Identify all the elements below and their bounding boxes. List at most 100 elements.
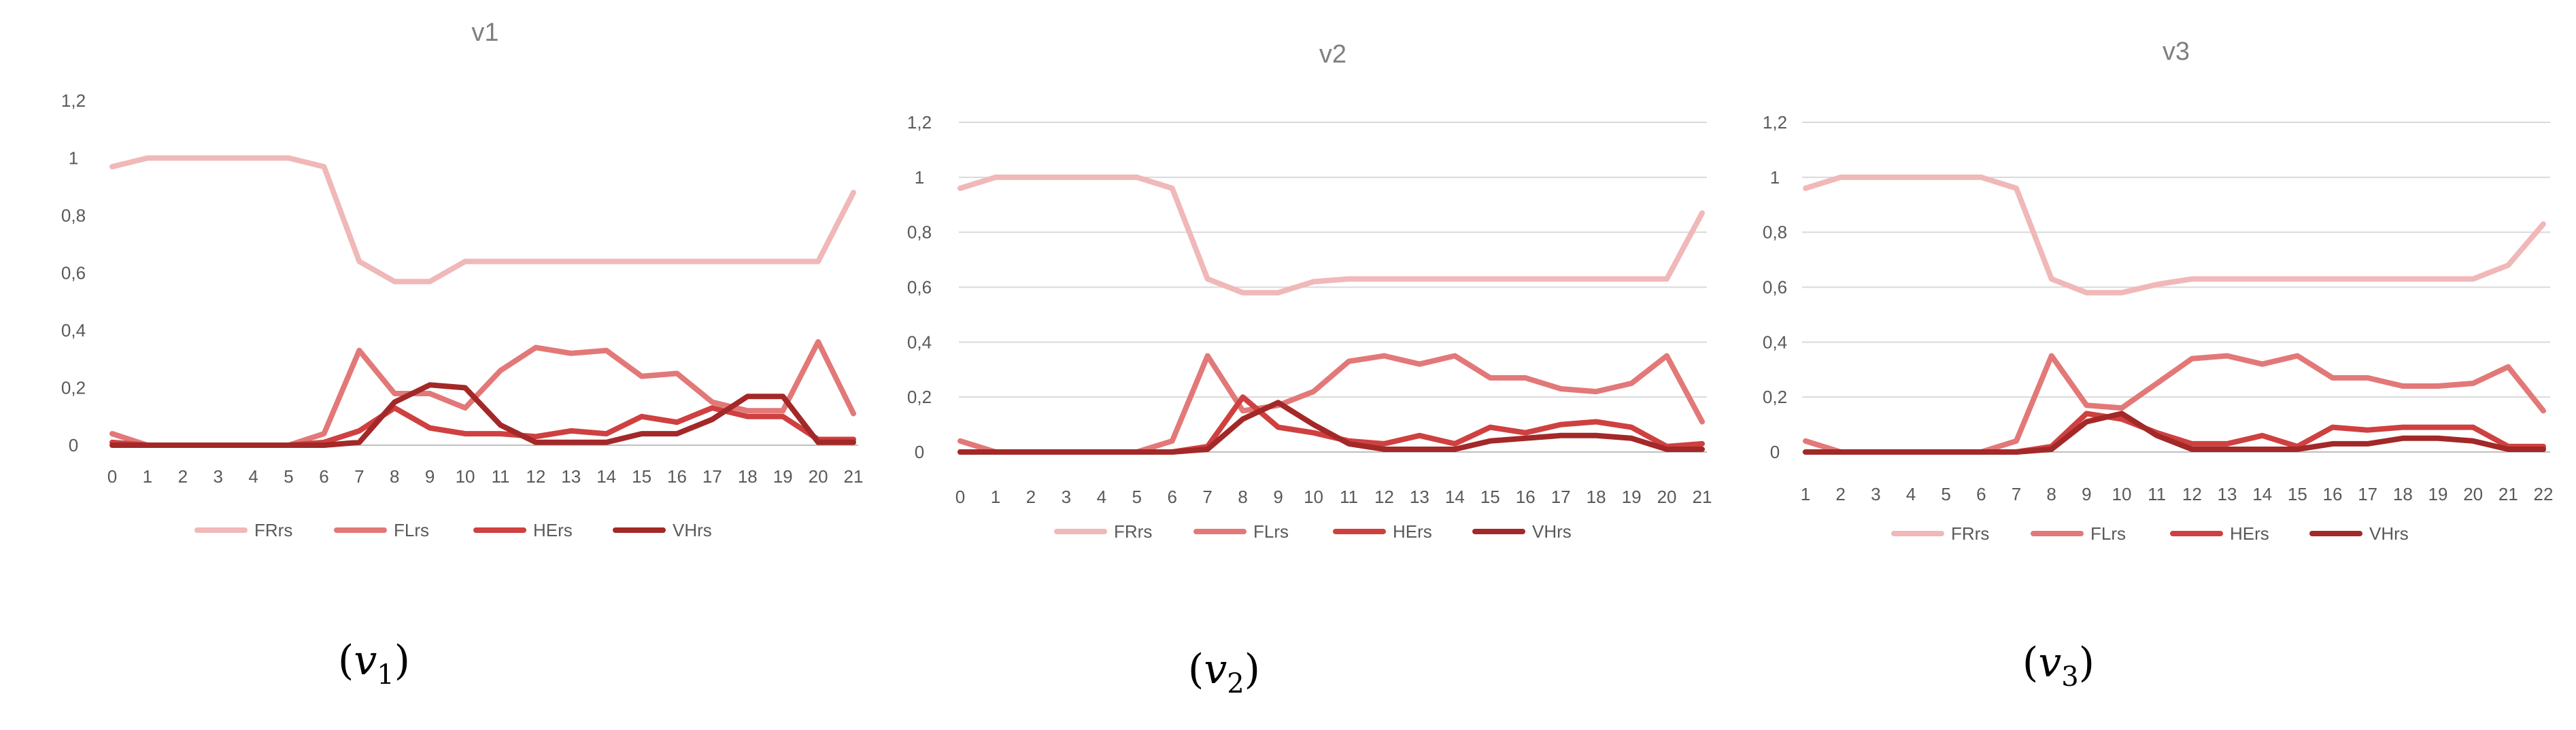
y-tick-label: 1 [1770,167,1780,188]
legend-item-HErs: HErs [473,520,573,540]
chart-title: v2 [1319,40,1346,69]
x-tick-label: 21 [2498,484,2518,504]
x-tick-label: 17 [702,466,722,487]
legend-label: HErs [2230,523,2269,544]
series-line-VHrs [957,400,1705,455]
legend-item-VHrs: VHrs [2309,523,2409,544]
x-tick-label: 14 [2252,484,2272,504]
series-line-FLrs [109,338,856,448]
x-tick-label: 6 [1976,484,1986,504]
x-tick-label: 20 [809,466,828,487]
legend-item-VHrs: VHrs [613,520,712,540]
series-line-VHrs [1803,411,2546,455]
x-tick-label: 4 [1097,487,1106,507]
x-tick-label: 8 [2046,484,2056,504]
y-tick-label: 0 [69,435,78,455]
y-tick-label: 0,8 [61,205,86,226]
y-tick-label: 1,2 [61,90,86,111]
x-tick-label: 14 [1445,487,1465,507]
x-tick-label: 21 [1693,487,1712,507]
y-tick-label: 0,6 [1763,277,1787,298]
x-tick-label: 12 [1374,487,1394,507]
x-tick-label: 16 [1516,487,1536,507]
chart-caption: (v3) [2022,639,2095,693]
series-line-FRrs [1803,174,2546,296]
y-tick-label: 1,2 [1763,112,1787,133]
x-tick-label: 13 [1410,487,1429,507]
x-tick-label: 2 [178,466,188,487]
legend-label: FRrs [254,520,292,540]
legend-label: HErs [533,520,573,540]
legend-label: FRrs [1951,523,1989,544]
x-tick-label: 10 [1304,487,1323,507]
y-tick-label: 0,2 [907,387,932,407]
x-tick-label: 12 [526,466,545,487]
x-tick-label: 5 [1941,484,1950,504]
x-tick-label: 9 [425,466,435,487]
y-tick-label: 1 [69,148,78,169]
x-tick-label: 11 [491,466,509,487]
x-tick-label: 3 [1871,484,1880,504]
x-tick-label: 9 [2082,484,2091,504]
x-tick-label: 17 [1551,487,1571,507]
x-tick-label: 4 [1906,484,1916,504]
series-line-FRrs [109,155,856,285]
legend-item-HErs: HErs [1333,521,1432,542]
legend-item-VHrs: VHrs [1472,521,1572,542]
x-tick-label: 6 [1167,487,1176,507]
x-tick-label: 10 [456,466,475,487]
x-tick-label: 3 [213,466,222,487]
legend-item-FRrs: FRrs [1891,523,1989,544]
x-tick-label: 0 [107,466,117,487]
y-tick-label: 0,2 [1763,387,1787,407]
x-tick-label: 19 [2428,484,2448,504]
y-tick-label: 0,6 [907,277,932,298]
x-tick-label: 7 [1202,487,1212,507]
legend-item-FRrs: FRrs [194,520,292,540]
y-tick-label: 0,8 [907,222,932,243]
series-line-HErs [1803,411,2546,455]
x-tick-label: 21 [844,466,864,487]
x-tick-label: 15 [632,466,651,487]
x-tick-label: 4 [248,466,258,487]
y-tick-label: 0,4 [907,332,932,352]
x-tick-label: 14 [596,466,616,487]
x-tick-label: 9 [1273,487,1283,507]
x-tick-label: 8 [390,466,399,487]
legend-label: FLrs [394,520,429,540]
x-tick-label: 1 [143,466,152,487]
y-tick-label: 0,4 [61,320,86,341]
x-tick-label: 7 [2012,484,2021,504]
x-tick-label: 0 [955,487,965,507]
x-tick-label: 13 [2218,484,2237,504]
x-tick-label: 19 [1622,487,1642,507]
chart-title: v3 [2163,37,2190,66]
x-tick-label: 18 [2393,484,2413,504]
x-tick-label: 2 [1835,484,1845,504]
x-tick-label: 15 [1480,487,1500,507]
x-tick-label: 3 [1062,487,1071,507]
x-tick-label: 20 [1657,487,1677,507]
legend-label: VHrs [1532,521,1572,542]
x-tick-label: 15 [2288,484,2307,504]
x-tick-label: 10 [2112,484,2132,504]
x-tick-label: 16 [2323,484,2343,504]
x-tick-label: 13 [561,466,581,487]
x-tick-label: 7 [354,466,364,487]
legend-label: HErs [1393,521,1432,542]
x-tick-label: 19 [773,466,793,487]
legend-label: FLrs [1253,521,1289,542]
y-tick-label: 0 [1770,442,1780,462]
legend-label: FRrs [1114,521,1152,542]
series-line-HErs [109,405,856,448]
legend-label: VHrs [673,520,712,540]
y-tick-label: 1,2 [907,112,932,133]
x-tick-label: 5 [1132,487,1142,507]
x-tick-label: 16 [667,466,687,487]
y-tick-label: 0,4 [1763,332,1787,352]
legend-label: VHrs [2369,523,2409,544]
x-tick-label: 6 [319,466,328,487]
